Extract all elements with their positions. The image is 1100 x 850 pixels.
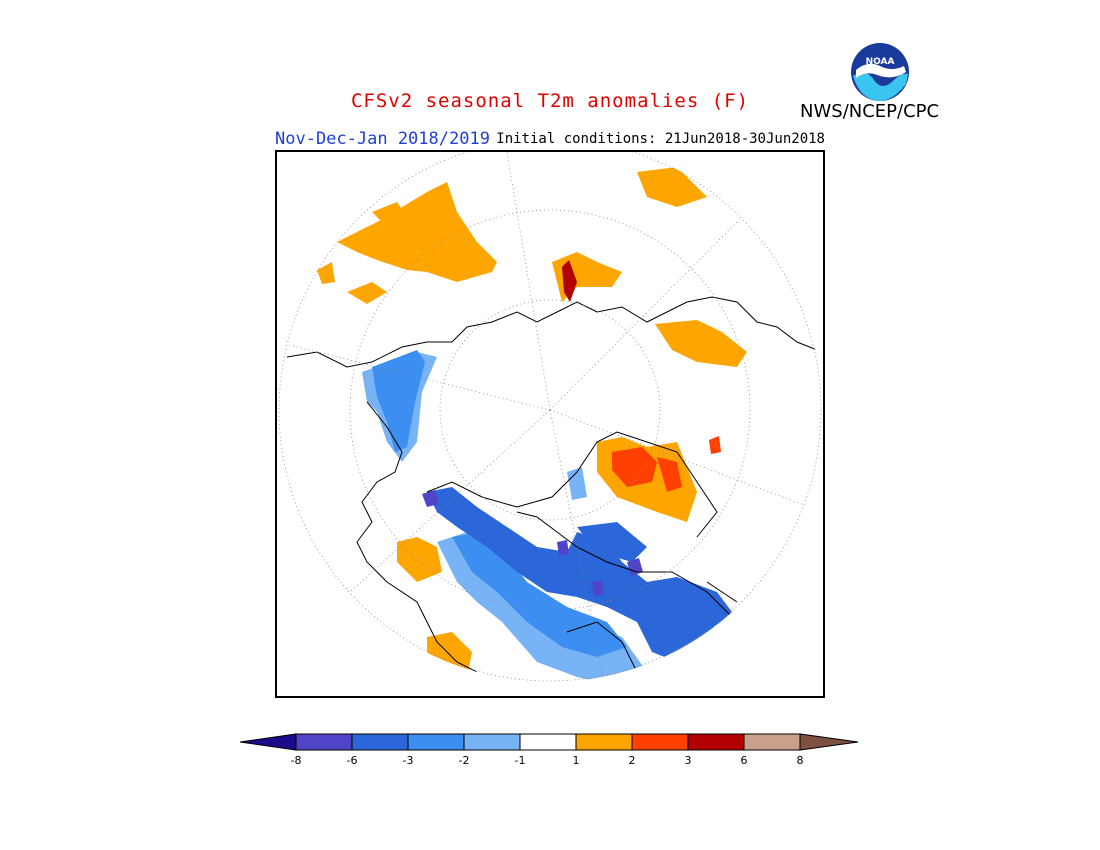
colorbar-tick-label: 8	[797, 754, 804, 767]
colorbar-swatch	[463, 733, 521, 751]
colorbar-swatch	[743, 733, 801, 751]
colorbar-right-arrow	[799, 733, 859, 751]
colorbar-swatch	[295, 733, 353, 751]
colorbar-tick-label: -8	[291, 754, 302, 767]
map-title: CFSv2 seasonal T2m anomalies (F)	[350, 90, 750, 112]
colorbar-tick-label: -1	[515, 754, 526, 767]
agency-label: NWS/NCEP/CPC	[800, 101, 940, 122]
season-label: Nov-Dec-Jan 2018/2019	[275, 129, 490, 149]
colorbar-swatch	[519, 733, 577, 751]
colorbar-swatch	[631, 733, 689, 751]
very-cold-regions	[422, 490, 643, 596]
colorbar-swatch	[575, 733, 633, 751]
coastlines	[286, 296, 822, 673]
initial-conditions-label: Initial conditions: 21Jun2018-30Jun2018	[496, 131, 825, 147]
colorbar-left-arrow	[239, 733, 297, 751]
noaa-logo: NOAA	[848, 40, 912, 104]
colorbar-tick-label: 1	[573, 754, 580, 767]
mid-cold-regions	[372, 350, 627, 657]
strong-warm-regions	[612, 436, 721, 492]
colorbar-tick-label: 2	[629, 754, 636, 767]
colorbar-tick-label: 3	[685, 754, 692, 767]
colorbar-tick-label: 6	[741, 754, 748, 767]
colorbar-tick-label: -6	[347, 754, 358, 767]
colorbar-swatch	[687, 733, 745, 751]
strong-cold-regions	[427, 487, 732, 662]
very-warm-regions	[562, 260, 577, 302]
colorbar-tick-label: -3	[403, 754, 414, 767]
colorbar-tick-label: -2	[459, 754, 470, 767]
graticule	[278, 152, 822, 682]
polar-map	[275, 150, 825, 698]
colorbar-swatch	[351, 733, 409, 751]
colorbar-swatch	[407, 733, 465, 751]
noaa-logo-text: NOAA	[866, 57, 895, 67]
colorbar: -8 -6 -3 -2 -1 1 2 3 6 8	[238, 728, 863, 778]
